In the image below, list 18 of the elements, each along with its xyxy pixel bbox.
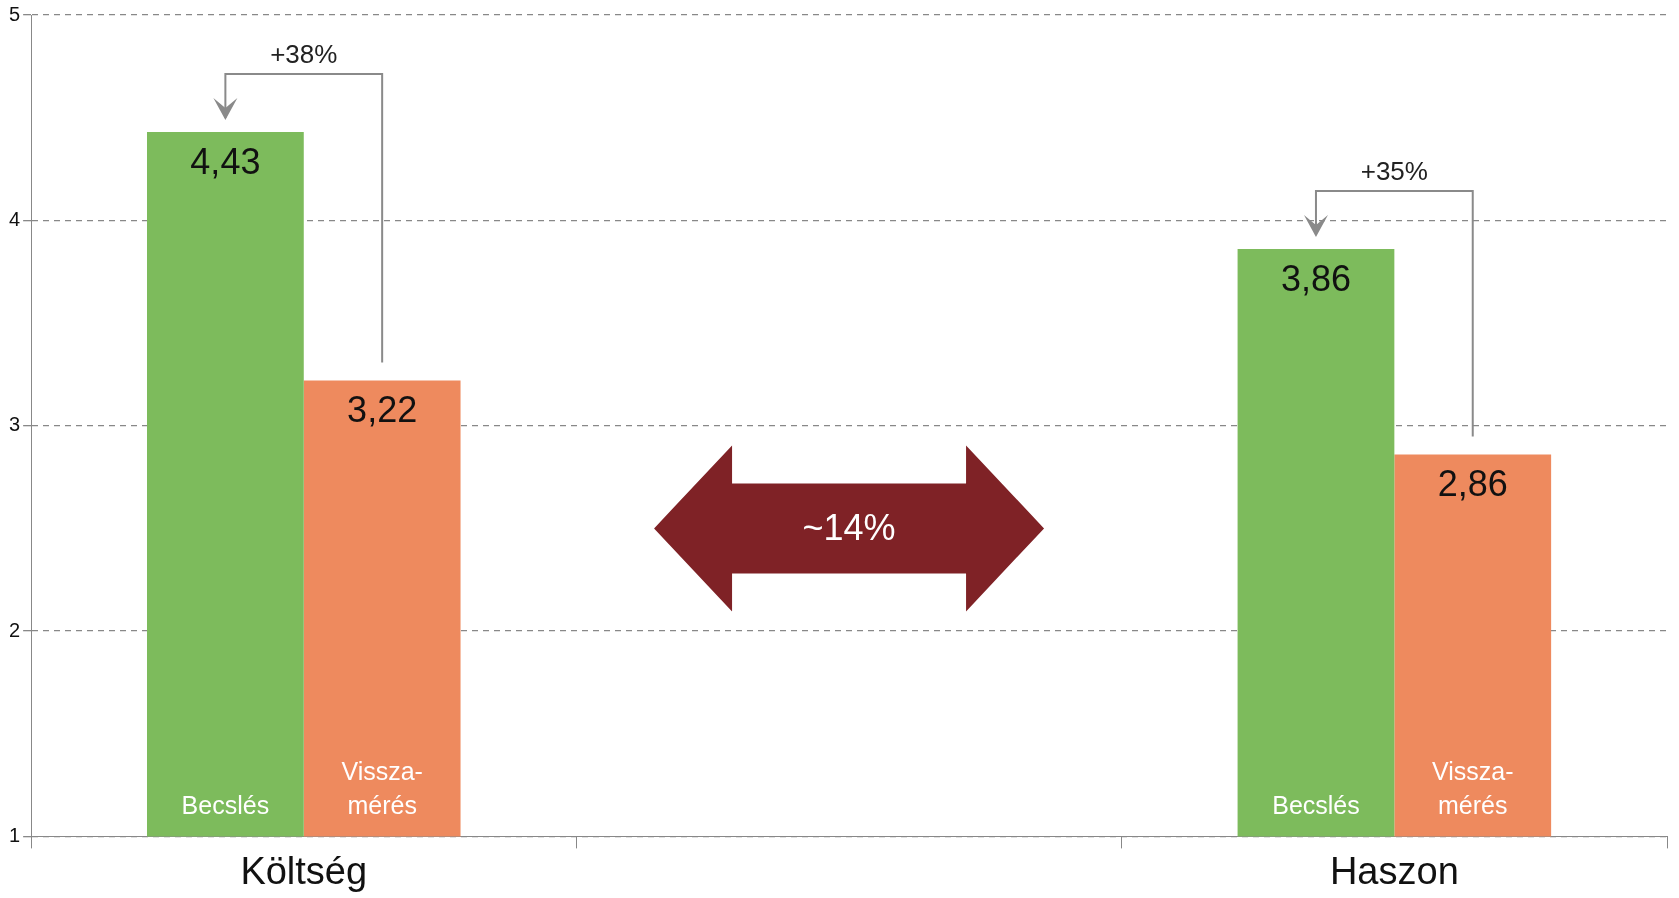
series-label: Vissza-mérés [341,757,423,820]
annotation: +35% [1360,156,1428,188]
y-tick-label: 4 [9,207,21,230]
y-tick-label: 5 [9,2,21,25]
data-label: 3,86 [1280,258,1352,300]
data-label: 4,43 [190,140,261,182]
annotation: +38% [270,39,338,71]
text: Becslés [181,791,270,820]
data-label: 3,22 [347,389,418,431]
x-tick-label: Haszon [1329,849,1459,892]
data-label: 2,86 [1437,463,1508,505]
series-label: Becslés [1272,791,1360,820]
y-tick-label: 1 [9,823,21,846]
text: Vissza-mérés [1431,757,1514,820]
y-tick-label: 2 [9,618,21,641]
annotation: ~14% [802,507,896,550]
y-tick-label: 3 [9,413,21,436]
x-tick-label: Költség [240,849,368,892]
